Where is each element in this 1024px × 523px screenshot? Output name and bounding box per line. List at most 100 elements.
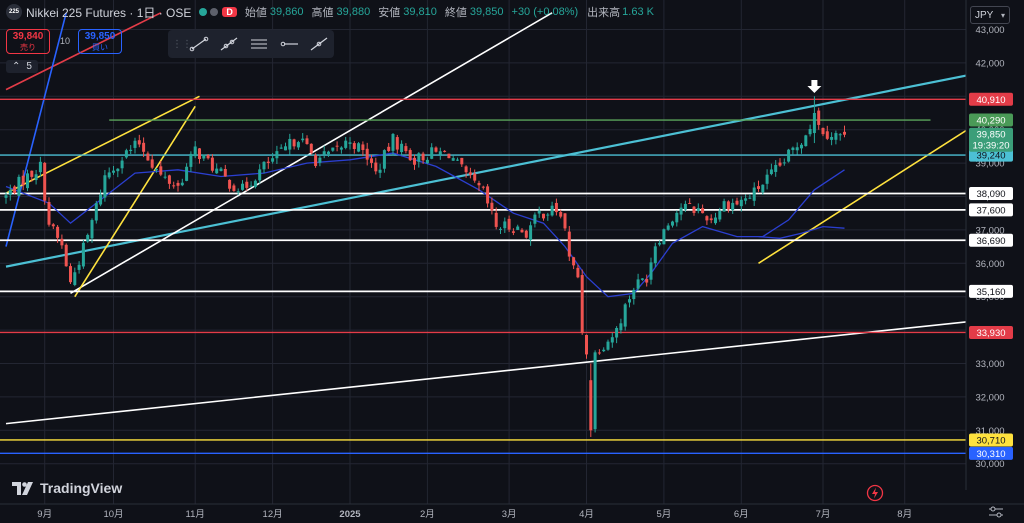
candle-body <box>133 140 137 148</box>
candle-body <box>206 155 210 159</box>
candle-body <box>296 142 300 148</box>
drag-handle-icon[interactable]: ⋮⋮ <box>172 38 192 50</box>
candle-body <box>258 169 262 181</box>
price-tick-label: 30,000 <box>975 459 1004 470</box>
level-price-tag-label: 38,090 <box>976 189 1005 200</box>
candle-body <box>468 172 472 175</box>
time-tick-label: 11月 <box>186 509 205 520</box>
candle-body <box>198 148 201 160</box>
candle-body <box>464 166 468 173</box>
candle-body <box>671 221 674 226</box>
candle-body <box>503 221 507 229</box>
price-tick-label: 42,000 <box>975 58 1004 69</box>
candle-body <box>34 174 38 181</box>
candle-body <box>249 185 253 187</box>
trendline-red[interactable] <box>5 12 162 91</box>
currency-selector[interactable]: JPY ▾ <box>970 6 1010 24</box>
candle-body <box>357 143 361 152</box>
time-axis[interactable] <box>0 504 966 523</box>
candle-body <box>520 229 524 233</box>
ray-tool-icon[interactable] <box>216 33 242 55</box>
candle-body <box>202 154 206 159</box>
data-badge[interactable]: D <box>222 7 237 17</box>
candle-body <box>309 143 313 153</box>
trendline-tool-icon[interactable] <box>186 33 212 55</box>
candle-body <box>718 210 722 220</box>
trendline-blue[interactable] <box>5 12 67 247</box>
lightning-icon[interactable] <box>866 484 884 502</box>
candle-body <box>64 244 68 267</box>
candle-body <box>688 203 692 205</box>
candles <box>4 96 846 437</box>
candle-body <box>387 146 391 151</box>
candle-body <box>142 142 146 152</box>
symbol-logo[interactable]: 225 <box>6 4 22 20</box>
symbol-title[interactable]: Nikkei 225 Futures · 1日 · OSE <box>26 5 192 20</box>
sell-button[interactable]: 39,840 売り <box>6 29 50 54</box>
candle-body <box>460 157 464 165</box>
trendline-yellow[interactable] <box>5 95 200 194</box>
candle-body <box>159 166 163 175</box>
trendline-yellow[interactable] <box>74 105 196 298</box>
candle-body <box>245 181 249 188</box>
indicators-toggle[interactable]: ⌃ 5 <box>6 60 38 73</box>
candle-body <box>761 184 765 193</box>
candle-body <box>279 147 283 149</box>
moving-average-line <box>5 152 845 298</box>
candle-body <box>619 323 623 331</box>
fib-tool-icon[interactable] <box>246 33 272 55</box>
candle-body <box>167 175 171 184</box>
volume-value: 1.63 K <box>622 6 654 18</box>
candle-body <box>335 145 339 147</box>
candle-body <box>210 157 214 171</box>
candle-body <box>150 159 154 168</box>
price-tick-label: 39,000 <box>975 159 1004 170</box>
candle-body <box>580 275 584 334</box>
candle-body <box>266 161 270 163</box>
candle-body <box>705 216 709 221</box>
candle-body <box>666 225 670 230</box>
candle-body <box>77 264 81 270</box>
horizontal-ray-tool-icon[interactable] <box>276 33 302 55</box>
candle-body <box>331 147 335 151</box>
candle-body <box>344 140 348 148</box>
current-price-tag <box>969 127 1013 152</box>
buy-button[interactable]: 39,850 買い <box>78 29 122 54</box>
candle-body <box>348 142 352 144</box>
settings-icon[interactable] <box>988 505 1004 519</box>
candle-body <box>812 113 816 134</box>
candle-body <box>632 289 636 300</box>
candle-body <box>640 278 644 280</box>
buy-label: 買い <box>92 43 108 52</box>
level-price-tag <box>969 433 1013 447</box>
candle-body <box>843 131 846 135</box>
horizontal-levels[interactable] <box>0 98 966 455</box>
candle-body <box>185 166 189 181</box>
grid <box>0 0 966 504</box>
candle-body <box>701 208 705 214</box>
candle-body <box>271 158 275 162</box>
candle-body <box>400 143 404 153</box>
candle-body <box>361 144 365 151</box>
extended-line-tool-icon[interactable] <box>306 33 332 55</box>
candle-body <box>129 149 133 151</box>
candle-body <box>830 137 834 140</box>
tradingview-logo[interactable]: TradingView <box>12 480 122 496</box>
price-tick-label: 31,000 <box>975 426 1004 437</box>
candle-body <box>726 201 730 210</box>
candle-body <box>382 150 386 169</box>
trendline-cyan[interactable] <box>5 60 1024 268</box>
candle-body <box>305 138 309 144</box>
candle-body <box>585 334 588 355</box>
market-status[interactable] <box>199 8 219 16</box>
candle-body <box>318 157 322 163</box>
candle-body <box>73 272 77 285</box>
open-label: 始値 <box>244 7 267 19</box>
candle-body <box>17 176 21 196</box>
buy-price: 39,850 <box>84 31 116 42</box>
candle-body <box>628 299 631 303</box>
level-price-tag <box>969 233 1013 247</box>
candle-body <box>778 162 782 166</box>
